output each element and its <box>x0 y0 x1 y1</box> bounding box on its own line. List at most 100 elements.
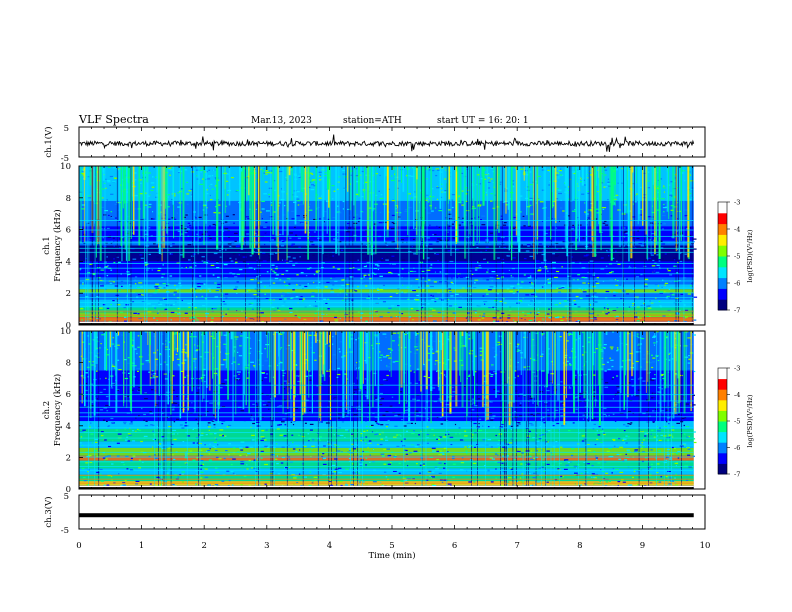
ch1-spectrogram-speckle <box>215 290 220 292</box>
ch2-spectrogram-speckle <box>364 395 369 397</box>
ch2-spectrogram-speckle <box>105 377 107 379</box>
ch2-spectrogram-speckle <box>108 425 111 427</box>
ch1-spectrogram-impulse <box>321 166 323 325</box>
ch2-spectrogram-speckle <box>214 447 217 449</box>
ch2-spectrogram-speckle <box>207 424 209 426</box>
ch2-spectrogram-speckle <box>138 459 141 461</box>
ch1-spectrogram-speckle <box>508 198 513 200</box>
ch2-spectrogram-speckle <box>172 389 175 391</box>
ch1-spectrogram-speckle <box>465 193 469 195</box>
ch1-spectrogram-sferic <box>450 166 452 194</box>
ch1-spectrogram-impulse <box>545 166 546 325</box>
ch1-spectrogram-speckle <box>184 312 188 314</box>
ch2-spectrogram-speckle <box>281 421 285 423</box>
ch1-spectrogram-speckle <box>618 255 621 257</box>
ch1-spectrogram-speckle <box>199 169 203 171</box>
ch1-spectrogram-speckle <box>271 239 274 241</box>
ch1-spectrogram-speckle <box>591 308 594 310</box>
ch1-spectrogram-speckle <box>233 222 235 224</box>
ch1-spectrogram-speckle <box>683 209 687 211</box>
ch1-spectrogram-speckle <box>464 278 467 280</box>
ch2-spectrogram-speckle <box>91 442 94 444</box>
ch1-spectrogram-speckle <box>86 176 90 178</box>
ch2-spectrogram-speckle <box>267 446 269 448</box>
ch2-spectrogram-speckle <box>561 402 564 404</box>
ch2-spectrogram-speckle <box>380 359 382 361</box>
ch2-spectrogram-speckle <box>604 386 609 388</box>
ch1-spectrogram-sferic <box>288 166 291 176</box>
ch1-spectrogram-sferic <box>364 166 366 200</box>
ch2-spectrogram-speckle <box>132 386 134 388</box>
ch1-spectrogram-speckle <box>544 274 546 276</box>
ch1-spectrogram-impulse <box>88 166 90 325</box>
ch1-spectrogram-speckle <box>187 302 191 305</box>
ch1-spectrogram-speckle <box>402 284 404 286</box>
ch1-spectrogram-impulse <box>691 166 693 325</box>
ch1-spectrogram-speckle <box>150 235 153 237</box>
ch1-spectrogram-speckle <box>91 305 96 307</box>
ch2-spectrogram-speckle <box>95 399 97 401</box>
ch2-spectrogram-speckle <box>255 470 258 472</box>
ch1-spectrogram-speckle <box>502 298 505 300</box>
ch1-spectrogram-image <box>79 166 705 325</box>
ch2-spectrogram-speckle <box>154 390 157 392</box>
ch1-spectrogram-speckle <box>303 216 306 219</box>
ch1-spectrogram-sferic <box>182 166 185 258</box>
ch2-spectrogram-speckle <box>168 426 172 428</box>
ch1-spectrogram-speckle <box>118 290 121 292</box>
ch1-spectrogram-speckle <box>377 265 380 267</box>
ch2-spectrogram-speckle <box>618 454 622 456</box>
ch1-spectrogram-speckle <box>529 231 533 233</box>
ch1-spectrogram-speckle <box>113 245 115 247</box>
ch1-spectrogram-speckle <box>690 180 694 182</box>
ch1-spectrogram-speckle <box>657 188 659 190</box>
ch1-spectrogram-sferic <box>472 166 475 246</box>
ch1-spectrogram-speckle <box>681 253 684 255</box>
ch1-spectrogram-speckle <box>410 285 412 287</box>
ch1-spectrogram-speckle <box>554 317 559 319</box>
ch1-spectrogram-speckle <box>373 208 376 210</box>
ch1-spectrogram-speckle <box>429 224 431 226</box>
ch2-spectrogram-speckle <box>281 446 285 448</box>
ch1-spectrogram-speckle <box>562 316 565 318</box>
ch1-spectrogram-speckle <box>388 271 392 274</box>
ch1-spectrogram-speckle <box>470 225 474 227</box>
ch2-spectrogram-speckle <box>627 423 630 425</box>
ch1-spectrogram-speckle <box>173 218 177 220</box>
ch1-spectrogram-speckle <box>558 192 562 195</box>
ch1-spectrogram-speckle <box>81 231 84 233</box>
ch2-spectrogram-speckle <box>476 426 480 428</box>
ch2-spectrogram-speckle <box>79 442 82 444</box>
ch1-spectrogram-speckle <box>606 250 608 252</box>
ch1-spectrogram-speckle <box>208 235 211 237</box>
ch2-spectrogram-speckle <box>253 459 256 461</box>
ch2-spectrogram-speckle <box>494 453 498 455</box>
ch2-spectrogram-speckle <box>416 349 419 351</box>
ch2-spectrogram-speckle <box>487 439 492 441</box>
ch1-spectrogram-speckle <box>655 185 660 188</box>
ch1-spectrogram-speckle <box>679 258 683 260</box>
ch1-spectrogram-speckle <box>269 253 274 255</box>
ch1-spectrogram-speckle <box>231 177 234 179</box>
ch1-spectrogram-speckle <box>377 289 380 291</box>
ch1-spectrogram-impulse <box>369 166 371 325</box>
ch2-spectrogram-speckle <box>572 422 575 424</box>
ch1-spectrogram-speckle <box>426 237 431 239</box>
ch1-spectrogram-speckle <box>685 316 689 318</box>
ch2-spectrogram-speckle <box>263 418 268 420</box>
ch1-spectrogram-speckle <box>330 291 335 293</box>
ch2-spectrogram-speckle <box>561 425 564 427</box>
ch1-spectrogram-impulse <box>570 166 572 325</box>
ch2-spectrogram-speckle <box>152 446 154 448</box>
ch1-spectrogram-speckle <box>259 281 263 283</box>
ch1-spectrogram-speckle <box>109 175 114 178</box>
ch1-spectrogram-speckle <box>281 239 284 242</box>
ch1-spectrogram-speckle <box>217 276 220 278</box>
ch1-spectrogram-speckle <box>482 315 486 317</box>
ch2-spectrogram-speckle <box>663 461 667 464</box>
ch1-spectrogram-speckle <box>613 196 617 198</box>
ch1-spectrogram-speckle <box>579 178 583 180</box>
ch1-spectrogram-speckle <box>372 253 375 255</box>
ch1-spectrogram-speckle <box>365 320 368 322</box>
ch1-spectrogram-speckle <box>650 254 654 256</box>
